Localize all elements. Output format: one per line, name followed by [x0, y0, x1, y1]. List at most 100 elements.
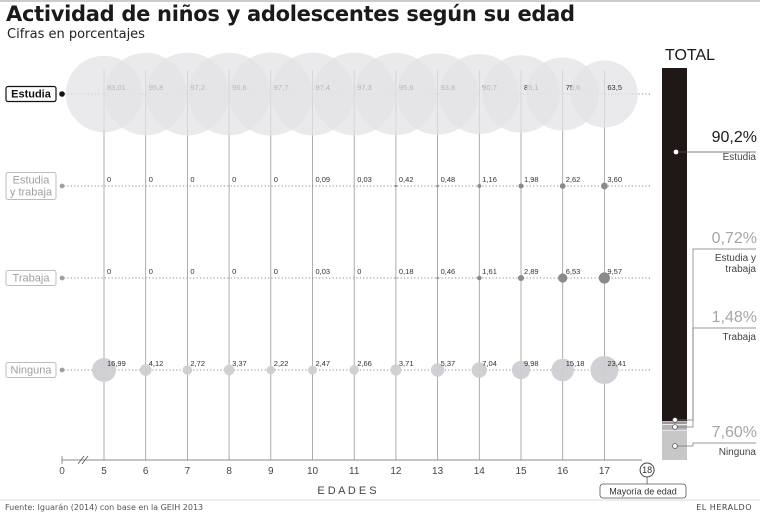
data-bubble [558, 273, 568, 283]
data-value-label: 2,47 [316, 359, 331, 368]
data-bubble [477, 184, 482, 188]
data-bubble [471, 362, 487, 378]
row-label-box [5, 362, 57, 378]
data-bubble [590, 355, 619, 385]
data-bubble [436, 276, 439, 280]
data-bubble [353, 185, 355, 187]
total-item-marker [673, 149, 679, 155]
total-item-leader [678, 327, 756, 428]
total-item-label: Trabaja [722, 332, 756, 343]
data-bubble [559, 183, 566, 189]
row-marker-dot [59, 367, 65, 373]
data-bubble [477, 275, 482, 281]
data-bubble [430, 363, 445, 377]
data-value-label: 2,66 [357, 359, 372, 368]
x-axis-zero-label: 0 [59, 466, 65, 477]
row-label-box [5, 172, 57, 200]
row-label-box [5, 270, 57, 286]
data-value-label: 0 [107, 267, 111, 276]
total-item-label: Estudia y [715, 253, 756, 264]
data-value-label: 0 [190, 175, 194, 184]
row-marker-dot [59, 275, 65, 281]
x-tick-label: 14 [474, 466, 486, 477]
data-bubble [511, 360, 531, 380]
data-value-label: 3,60 [607, 175, 622, 184]
row-marker-dot [59, 91, 65, 97]
row-label-text: Estudia [13, 175, 51, 187]
total-item-marker [672, 424, 678, 430]
data-value-label: 6,53 [566, 267, 581, 276]
x-tick-label: 12 [390, 466, 402, 477]
data-bubble [311, 185, 314, 187]
x-tick-label: 11 [349, 466, 360, 477]
data-value-label: 0 [190, 267, 194, 276]
data-value-label: 0,42 [399, 175, 414, 184]
chart-subtitle: Cifras en porcentajes [7, 27, 145, 42]
data-value-label: 1,16 [482, 175, 497, 184]
data-bubble [223, 364, 235, 376]
data-value-label: 1,98 [524, 175, 539, 184]
total-item-label: Ninguna [719, 447, 757, 458]
row-label-text: Trabaja [13, 273, 51, 285]
age-18-note-box [599, 483, 687, 499]
x-tick-label: 9 [268, 466, 274, 477]
data-value-label: 0,03 [357, 175, 372, 184]
data-value-label: 3,37 [232, 359, 247, 368]
total-item-value: 1,48% [712, 309, 757, 326]
age-18-note: Mayoría de edad [609, 487, 677, 497]
data-bubble [600, 182, 608, 190]
data-value-label: 0 [149, 175, 153, 184]
chart-title: Actividad de niños y adolescentes según … [6, 2, 575, 26]
x-tick-label: 17 [599, 466, 611, 477]
x-tick-label: 15 [515, 466, 527, 477]
data-bubble [394, 184, 398, 188]
data-bubble [517, 274, 525, 282]
data-value-label: 0,09 [316, 175, 331, 184]
x-tick-label: 7 [185, 466, 191, 477]
total-item-marker [672, 443, 678, 449]
data-value-label: 63,5 [607, 83, 622, 92]
data-value-label: 0 [149, 267, 153, 276]
row-marker-dot [59, 183, 65, 189]
data-value-label: 5,37 [441, 359, 456, 368]
data-bubble [307, 365, 318, 375]
data-value-label: 0,46 [441, 267, 456, 276]
data-value-label: 9,98 [524, 359, 539, 368]
data-value-label: 2,72 [190, 359, 205, 368]
row-label-text: y trabaja [10, 187, 53, 199]
x-tick-label: 8 [226, 466, 232, 477]
total-item-leader [678, 442, 756, 447]
x-tick-label: 5 [101, 466, 107, 477]
data-value-label: 16,99 [107, 359, 126, 368]
age-18-label: 18 [642, 465, 652, 475]
data-bubble [349, 365, 359, 375]
data-bubble [518, 183, 524, 189]
axis-break-mark [77, 455, 85, 465]
data-value-label: 7,04 [482, 359, 497, 368]
data-value-label: 0,48 [441, 175, 456, 184]
data-value-label: 15,18 [566, 359, 585, 368]
row-label-text: Ninguna [11, 365, 53, 377]
data-bubble [551, 358, 574, 382]
data-bubble [312, 277, 313, 279]
x-tick-label: 6 [143, 466, 149, 477]
data-value-label: 0 [232, 267, 236, 276]
total-title: TOTAL [665, 47, 715, 64]
data-value-label: 9,57 [607, 267, 622, 276]
data-value-label: 0 [357, 267, 361, 276]
x-axis-title: E D A D E S [317, 485, 376, 497]
total-item-label: trabaja [725, 264, 756, 275]
data-value-label: 0,18 [399, 267, 414, 276]
data-bubble [266, 365, 276, 375]
data-value-label: 23,41 [607, 359, 626, 368]
data-bubble [92, 358, 116, 382]
total-item-value: 0,72% [712, 230, 757, 247]
total-item-marker [672, 417, 678, 423]
axis-break-mark [81, 455, 89, 465]
x-tick-label: 13 [432, 466, 444, 477]
data-bubble [182, 365, 193, 375]
data-value-label: 0,03 [316, 267, 331, 276]
x-tick-label: 10 [307, 466, 319, 477]
data-value-label: 2,62 [566, 175, 581, 184]
